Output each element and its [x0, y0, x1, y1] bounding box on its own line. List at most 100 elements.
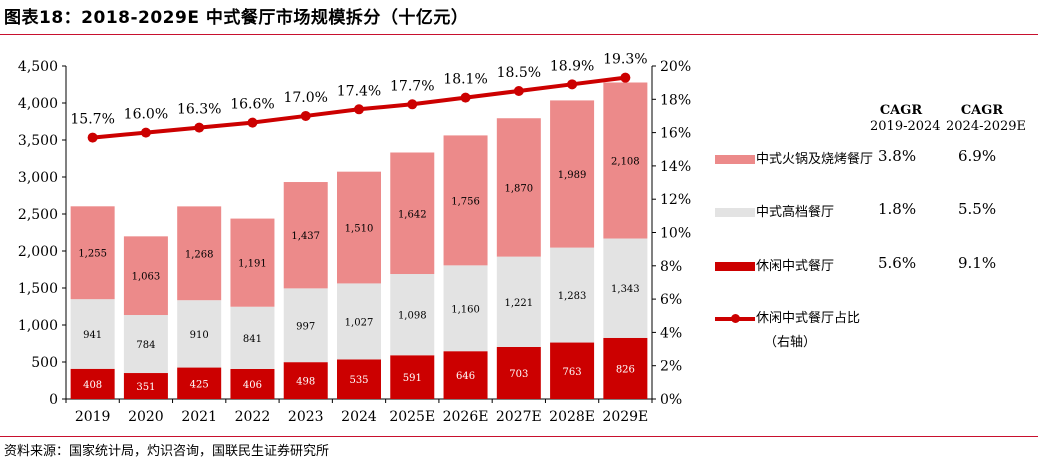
x-tick-label: 2028E	[549, 409, 595, 425]
y2-tick-label: 20%	[660, 59, 691, 75]
label-casual: 591	[403, 373, 422, 384]
bar-hotpot	[230, 218, 275, 307]
y2-tick-label: 14%	[660, 159, 691, 175]
bar-casual	[123, 373, 168, 399]
label-casual: 498	[296, 377, 315, 388]
cagr-period-2: 2024-2029E	[946, 119, 1027, 134]
share-label: 16.3%	[177, 102, 221, 118]
bar-highend	[550, 247, 595, 343]
bar-casual	[70, 368, 115, 399]
bar-casual	[390, 355, 435, 399]
share-point	[620, 72, 631, 83]
bar-casual	[550, 342, 595, 399]
share-label: 15.7%	[70, 112, 114, 128]
legend-item-share-line: 休闲中式餐厅占比 （右轴）	[712, 307, 912, 351]
x-tick-label: 2026E	[443, 409, 489, 425]
bar-hotpot	[283, 182, 328, 289]
label-hotpot: 1,191	[238, 259, 267, 270]
label-hotpot: 2,108	[611, 156, 640, 167]
label-hotpot: 1,870	[504, 183, 533, 194]
x-tick-label: 2029E	[602, 409, 648, 425]
y-tick-label: 500	[31, 355, 58, 371]
bar-hotpot	[390, 152, 435, 275]
legend-marker-share	[731, 314, 740, 323]
cagr-title-1: CAGR	[879, 103, 923, 118]
share-point	[194, 122, 205, 133]
y-tick-label: 1,000	[18, 318, 58, 334]
chart: 0 500 1,000 1,500 2,000 2,500 3,000 3,500 4,000 4…	[18, 52, 691, 425]
label-highend: 784	[136, 340, 155, 351]
x-tick-label: 2019	[75, 409, 111, 425]
share-point	[247, 117, 258, 128]
share-label: 19.3%	[603, 52, 647, 68]
label-casual: 763	[563, 367, 582, 378]
label-hotpot: 1,642	[398, 209, 427, 220]
bar-hotpot	[550, 100, 595, 248]
cagr-highend-2024-2029: 5.5%	[958, 200, 997, 218]
cagr-title-2: CAGR	[960, 103, 1004, 118]
share-label: 18.5%	[497, 65, 541, 81]
y-tick-label: 2,500	[18, 207, 58, 223]
share-label: 18.9%	[550, 58, 594, 74]
figure-title: 图表18：2018-2029E 中式餐厅市场规模拆分（十亿元）	[4, 8, 469, 28]
label-casual: 406	[243, 380, 262, 391]
label-casual: 408	[83, 380, 102, 391]
y2-tick-label: 2%	[660, 359, 682, 375]
cagr-hotpot-2019-2024: 3.8%	[878, 147, 917, 165]
bar-highend	[603, 238, 648, 338]
share-label: 16.0%	[124, 107, 168, 123]
bar-hotpot	[603, 82, 648, 239]
bar-hotpot	[177, 206, 222, 301]
legend-swatch-hotpot	[715, 155, 755, 164]
bar-highend	[177, 300, 222, 368]
x-tick-label: 2021	[181, 409, 217, 425]
share-point	[300, 110, 311, 121]
label-highend: 997	[296, 321, 315, 332]
bar-highend	[230, 306, 275, 369]
bar-highend	[443, 265, 488, 352]
y-tick-label: 0	[49, 392, 58, 408]
cagr-hotpot-2024-2029: 6.9%	[958, 147, 997, 165]
y-tick-label: 3,000	[18, 170, 58, 186]
cagr-highend-2019-2024: 1.8%	[878, 200, 917, 218]
x-tick-label: 2020	[128, 409, 164, 425]
label-highend: 1,343	[611, 284, 640, 295]
label-highend: 1,221	[504, 298, 533, 309]
label-hotpot: 1,989	[558, 170, 587, 181]
y-tick-label: 1,500	[18, 281, 58, 297]
legend-swatch-highend	[715, 208, 755, 217]
label-hotpot: 1,437	[291, 231, 320, 242]
y2-tick-label: 16%	[660, 126, 691, 142]
share-point	[140, 127, 151, 138]
source-rule	[0, 436, 1038, 437]
share-point	[513, 85, 524, 96]
bar-highend	[496, 256, 541, 347]
y2-tick-label: 8%	[660, 259, 682, 275]
share-point	[87, 132, 98, 143]
label-casual: 535	[349, 375, 368, 386]
bar-hotpot	[70, 206, 115, 300]
cagr-casual-2019-2024: 5.6%	[878, 254, 917, 272]
cagr-casual-2024-2029: 9.1%	[958, 254, 997, 272]
label-highend: 1,283	[558, 291, 587, 302]
bar-highend	[70, 299, 115, 369]
bar-highend	[337, 283, 381, 360]
legend-label-casual: 休闲中式餐厅	[756, 259, 835, 274]
x-tick-label: 2025E	[389, 409, 435, 425]
bar-casual	[603, 337, 648, 399]
x-tick-label: 2023	[288, 409, 324, 425]
x-tick-label: 2027E	[496, 409, 542, 425]
bar-hotpot	[337, 171, 381, 284]
share-label: 18.1%	[443, 72, 487, 88]
share-point	[460, 92, 471, 103]
y-tick-label: 4,000	[18, 96, 58, 112]
bar-casual	[230, 368, 275, 399]
y2-tick-label: 18%	[660, 92, 691, 108]
label-casual: 351	[136, 382, 155, 393]
bar-casual	[496, 346, 541, 399]
legend-panel: CAGR 2019-2024 CAGR 2024-2029E 中式火锅及烧烤餐厅…	[712, 100, 1032, 360]
share-point	[354, 104, 364, 115]
label-casual: 646	[456, 371, 475, 382]
legend-label-share-sub: （右轴）	[764, 335, 817, 350]
y-tick-label: 4,500	[18, 59, 58, 75]
